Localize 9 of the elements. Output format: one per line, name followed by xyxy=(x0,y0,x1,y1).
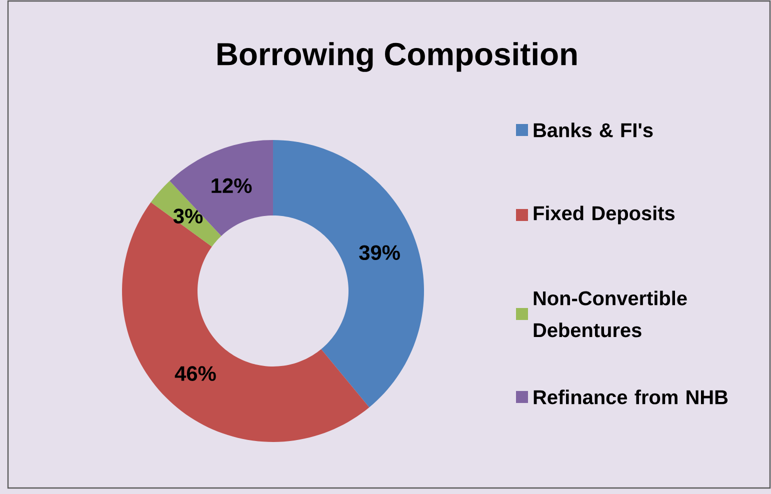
legend-label: Fixed Deposits xyxy=(534,206,675,224)
chart-title: Borrowing Composition xyxy=(218,42,577,72)
legend-label: Refinance from NHB xyxy=(534,390,728,404)
legend-label: Non-Convertible Debentures xyxy=(534,290,687,338)
data-label: 12% xyxy=(212,178,252,194)
data-label: 46% xyxy=(174,366,216,381)
legend-label: Banks & FI's xyxy=(534,122,653,138)
data-label: 3% xyxy=(173,208,203,224)
data-label: 39% xyxy=(359,245,400,260)
